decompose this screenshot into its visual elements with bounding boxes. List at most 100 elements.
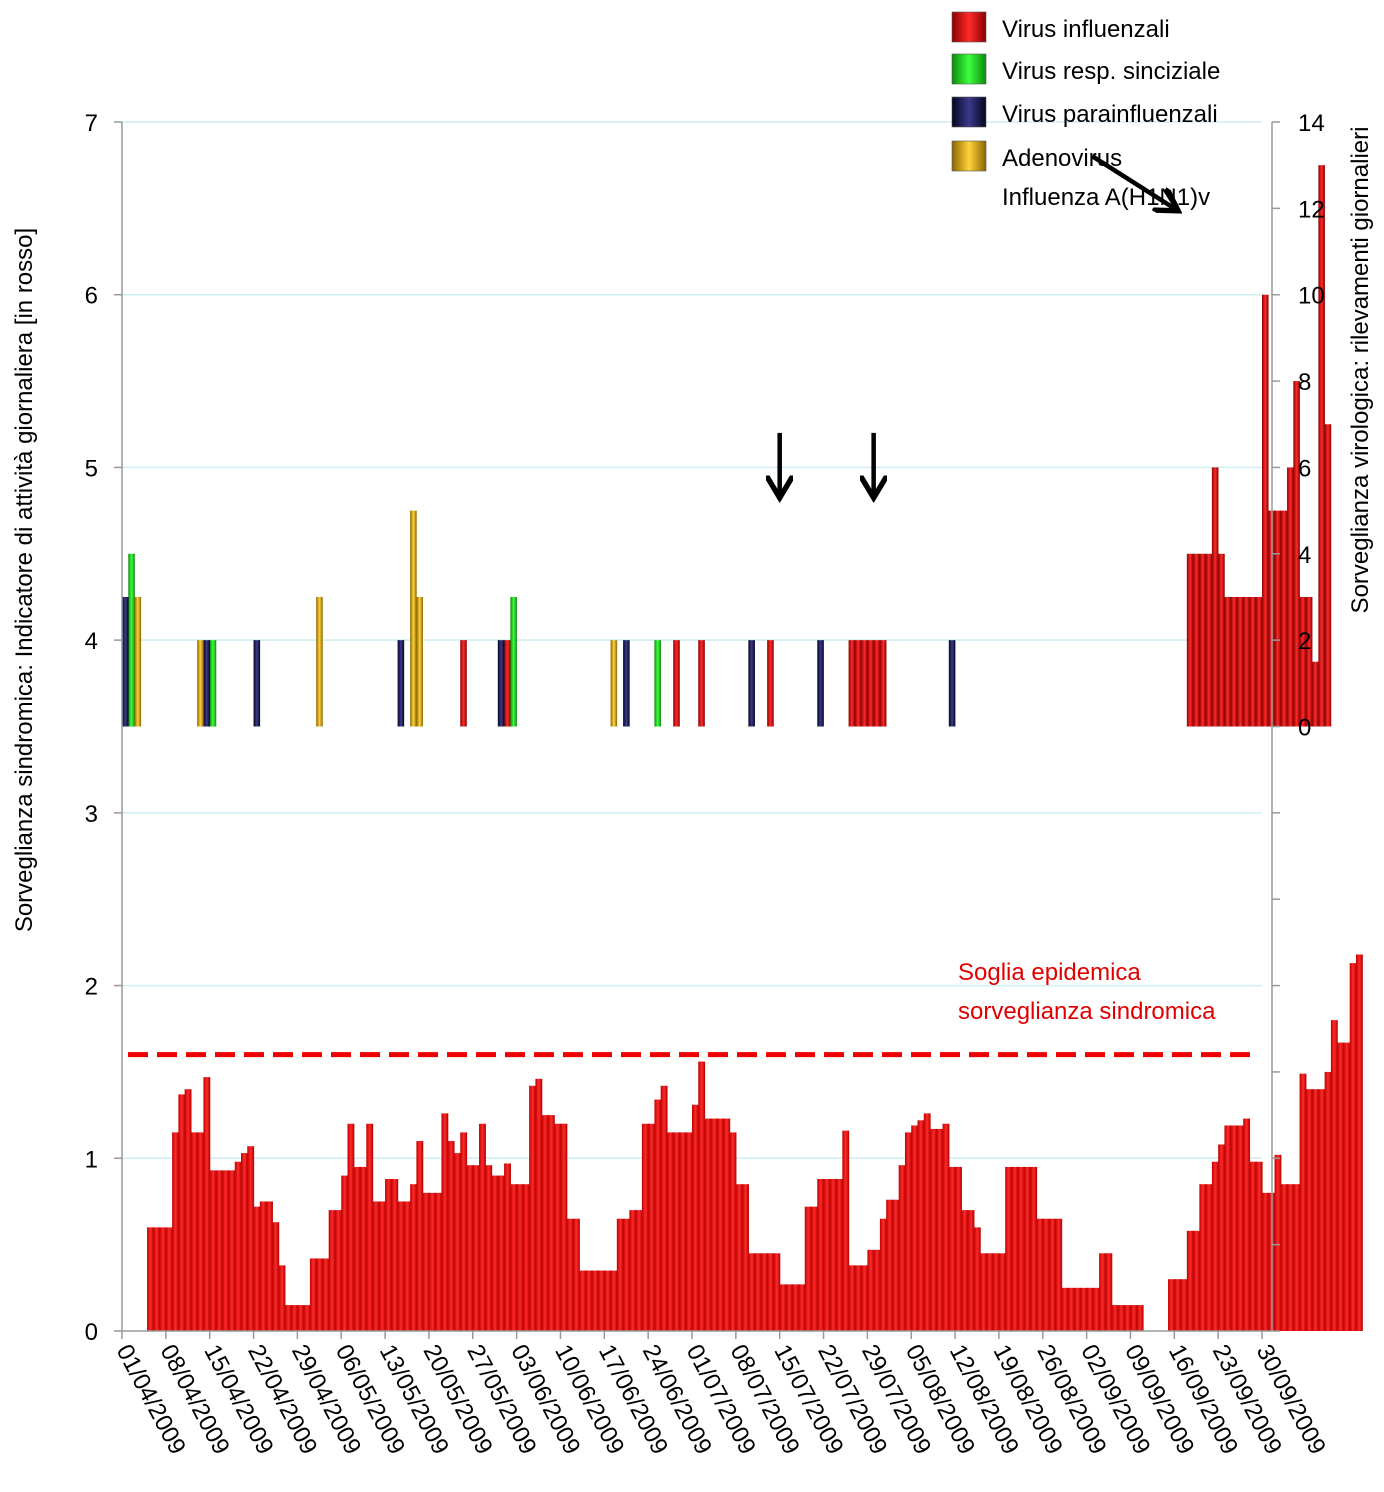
virology-bar-parainfluenza [817,640,824,727]
syndromic-bar [172,1132,179,1331]
virology-bar-influenza [673,640,680,727]
syndromic-bar [829,1179,837,1331]
syndromic-bar [347,1123,355,1331]
syndromic-bar [453,1153,461,1331]
threshold-label-line2: sorveglianza sindromica [958,998,1216,1025]
syndromic-bar [729,1132,737,1331]
syndromic-bar [1111,1305,1119,1331]
syndromic-bar [353,1166,361,1331]
syndromic-bar [566,1218,574,1331]
syndromic-bar [291,1305,298,1331]
syndromic-bar [823,1179,831,1331]
syndromic-bar [1243,1118,1251,1331]
syndromic-bar [1092,1287,1100,1331]
y2-tick-label: 12 [1298,196,1325,223]
x-axis-tick-labels: 01/04/200908/04/200915/04/200922/04/2009… [111,1340,1331,1459]
virology-bar-parainfluenza [203,640,210,727]
syndromic-bar [836,1179,843,1331]
syndromic-bar [303,1305,311,1331]
syndromic-bar [1074,1287,1081,1331]
virology-bar-influenza [867,640,874,727]
syndromic-bar [491,1175,499,1331]
virology-bar-parainfluenza [122,596,129,727]
virology-bar-influenza [460,640,467,727]
syndromic-bar [760,1253,768,1331]
legend-label-rsv: Virus resp. sinciziale [1002,58,1220,85]
syndromic-bar [704,1118,712,1331]
syndromic-bar [591,1270,599,1331]
syndromic-bar [1130,1305,1138,1331]
syndromic-bar [1086,1287,1094,1331]
y-tick-label: 0 [85,1319,98,1346]
y2-tick-label: 6 [1298,455,1311,482]
syndromic-bar [936,1128,944,1331]
syndromic-bar [410,1184,417,1331]
syndromic-bar [203,1077,211,1331]
syndromic-bar [466,1165,474,1331]
syndromic-bar [228,1170,236,1331]
syndromic-bar [1211,1161,1219,1331]
syndromic-bar [635,1210,643,1331]
syndromic-bar [1117,1305,1125,1331]
virology-bar-parainfluenza [948,640,956,727]
syndromic-bar [692,1104,699,1331]
syndromic-bar [209,1170,217,1331]
syndromic-bar [579,1270,587,1331]
virology-bar-parainfluenza [253,640,261,727]
syndromic-bar [541,1115,549,1331]
syndromic-bar [861,1265,868,1331]
syndromic-bar [560,1123,568,1331]
syndromic-bar [685,1132,693,1331]
syndromic-bar [930,1128,937,1331]
syndromic-bar [1199,1184,1207,1331]
virology-bar-influenza [1186,553,1194,727]
axes [114,121,1280,1339]
syndromic-bar [961,1210,969,1331]
syndromic-bar [648,1123,656,1331]
syndromic-bar [767,1253,775,1331]
syndromic-bar [222,1170,230,1331]
syndromic-bar [153,1227,161,1331]
syndromic-bar [1180,1279,1188,1331]
virology-bar-influenza [1305,596,1313,727]
y2-axis-tick-labels: 0 2 4 6 8 10 12 14 [1298,110,1325,742]
syndromic-bar [278,1265,286,1331]
syndromic-bar [723,1118,731,1331]
virology-bar-rsv [128,553,135,727]
syndromic-bar [378,1201,386,1331]
syndromic-bar [504,1163,511,1331]
syndromic-bar [341,1175,349,1331]
virology-bar-rsv [209,640,217,727]
syndromic-bar [911,1125,919,1331]
syndromic-bar [416,1141,424,1331]
virology-bar-influenza [873,640,881,727]
virology-bar-influenza [1318,165,1325,727]
virology-bar-influenza [1211,467,1219,727]
syndromic-bar [1005,1166,1013,1331]
syndromic-bar [660,1085,668,1331]
syndromic-bar [366,1123,374,1331]
y-axis-tick-labels: 0 1 2 3 4 5 6 7 [85,110,98,1346]
grid-lines [122,121,1262,1160]
syndromic-bar [316,1258,324,1331]
syndromic-bar [403,1201,411,1331]
syndromic-bar [879,1218,887,1331]
annotation-label: Influenza A(H1N1)v [1002,184,1210,211]
syndromic-bar [629,1210,637,1331]
virology-bar-influenza [1274,510,1282,727]
syndromic-bar [811,1206,818,1331]
syndromic-bar [178,1094,186,1331]
syndromic-bar [748,1253,756,1331]
syndromic-bar [1136,1305,1144,1331]
virology-bar-influenza [1193,553,1200,727]
syndromic-bar [1324,1071,1332,1331]
y-tick-label: 2 [85,974,98,1001]
syndromic-bar [1061,1287,1069,1331]
syndromic-bar [754,1253,762,1331]
syndromic-bar [572,1218,580,1331]
syndromic-bar [247,1146,255,1331]
legend-swatch-rsv [951,53,987,85]
virology-bar-parainfluenza [397,640,405,727]
syndromic-bar [679,1132,687,1331]
syndromic-bar [435,1192,443,1331]
